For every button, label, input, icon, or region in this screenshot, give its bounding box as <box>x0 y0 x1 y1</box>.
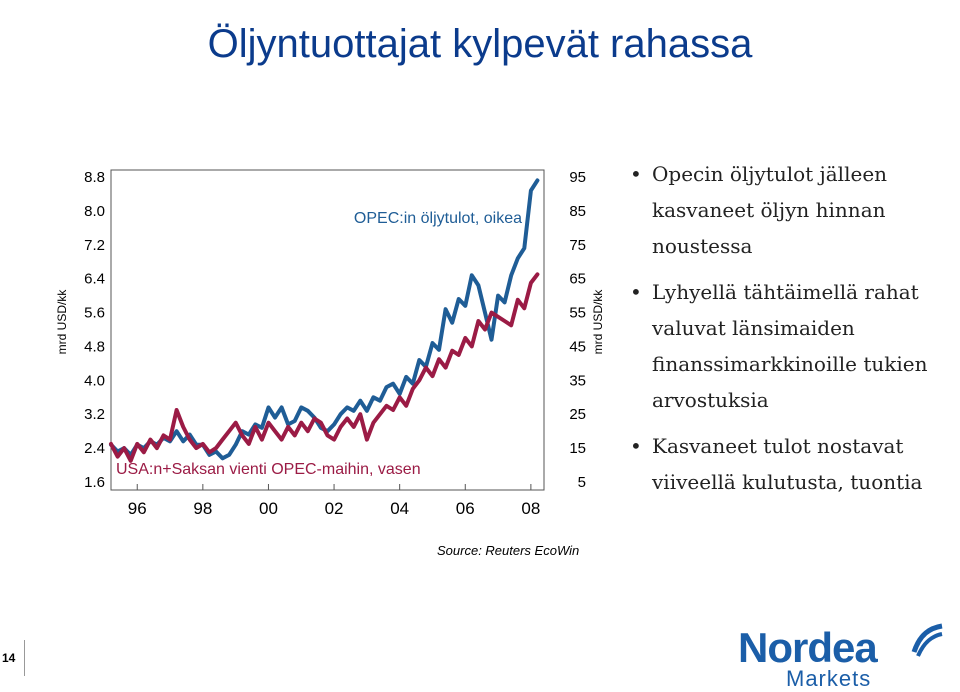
y-right-tick-label: 85 <box>569 203 586 220</box>
y-right-axis-label: mrd USD/kk <box>591 289 605 355</box>
logo-subtitle: Markets <box>786 666 872 691</box>
bullet-text: Opecin öljytulot jälleen kasvaneet öljyn… <box>652 162 888 258</box>
y-right-tick-label: 5 <box>578 474 586 491</box>
opec-series-label: OPEC:in öljytulot, oikea <box>354 210 522 227</box>
bullet-item: • Kasvaneet tulot nostavat viiveellä kulu… <box>628 428 960 500</box>
chart: 8.8 8.0 7.2 6.4 5.6 4.8 4.0 3.2 2.4 1.6 mrd USD/kk… <box>55 169 605 518</box>
y-left-tick-label: 6.4 <box>84 271 105 288</box>
bullet-text: Lyhyellä tähtäimellä rahat valuvat länsi… <box>652 280 928 412</box>
bullet-dot-icon: • <box>630 434 642 458</box>
x-tick-label: 08 <box>521 499 540 518</box>
plot-frame <box>110 169 545 491</box>
x-tick-label: 96 <box>128 499 147 518</box>
usa-germany-series-line <box>109 272 540 463</box>
usa-germany-series-label: USA:n+Saksan vienti OPEC-maihin, vasen <box>116 461 421 478</box>
x-axis: 96 98 00 02 04 06 08 <box>128 484 540 518</box>
x-tick-label: 00 <box>259 499 278 518</box>
y-right-tick-label: 25 <box>569 406 586 423</box>
y-left-tick-label: 2.4 <box>84 440 105 457</box>
bullet-text: Kasvaneet tulot nostavat viiveellä kulut… <box>652 434 923 494</box>
bullet-list: • Opecin öljytulot jälleen kasvaneet öljy… <box>628 156 960 510</box>
source-note: Source: Reuters EcoWin <box>437 543 580 558</box>
y-right-tick-label: 35 <box>569 372 586 389</box>
y-right-tick-label: 45 <box>569 338 586 355</box>
y-right-tick-label: 75 <box>569 237 586 254</box>
series-layer <box>109 178 540 463</box>
bullet-item: • Lyhyellä tähtäimellä rahat valuvat läns… <box>628 274 960 418</box>
bullet-dot-icon: • <box>630 162 642 186</box>
nordea-logo: Nordea Markets <box>736 620 946 691</box>
y-left-tick-label: 4.0 <box>84 372 105 389</box>
bullet-dot-icon: • <box>630 280 642 304</box>
y-left-tick-label: 5.6 <box>84 305 105 322</box>
y-left-tick-label: 3.2 <box>84 406 105 423</box>
bullet-item: • Opecin öljytulot jälleen kasvaneet öljy… <box>628 156 960 264</box>
logo-word: Nordea <box>738 624 878 671</box>
y-left-tick-label: 1.6 <box>84 474 105 491</box>
y-left-tick-label: 7.2 <box>84 237 105 254</box>
y-right-tick-label: 65 <box>569 271 586 288</box>
right-axis: 95 85 75 65 55 45 35 25 15 5 mrd USD/kk <box>569 169 605 491</box>
x-tick-label: 02 <box>325 499 344 518</box>
page-title: Öljyntuottajat kylpevät rahassa <box>207 22 753 66</box>
plot-border <box>110 169 545 491</box>
y-left-axis-label: mrd USD/kk <box>55 289 69 355</box>
y-right-tick-label: 55 <box>569 305 586 322</box>
page-number: 14 <box>0 640 25 676</box>
y-right-tick-label: 95 <box>569 169 586 186</box>
x-tick-label: 04 <box>390 499 409 518</box>
left-axis: 8.8 8.0 7.2 6.4 5.6 4.8 4.0 3.2 2.4 1.6 mrd USD/kk <box>55 169 105 491</box>
y-left-tick-label: 8.8 <box>84 169 105 186</box>
x-tick-label: 06 <box>456 499 475 518</box>
x-tick-label: 98 <box>193 499 212 518</box>
y-left-tick-label: 8.0 <box>84 203 105 220</box>
series-labels: OPEC:in öljytulot, oikea USA:n+Saksan vie… <box>116 210 522 478</box>
y-left-tick-label: 4.8 <box>84 338 105 355</box>
wave-logo-icon <box>911 623 943 657</box>
y-right-tick-label: 15 <box>569 440 586 457</box>
